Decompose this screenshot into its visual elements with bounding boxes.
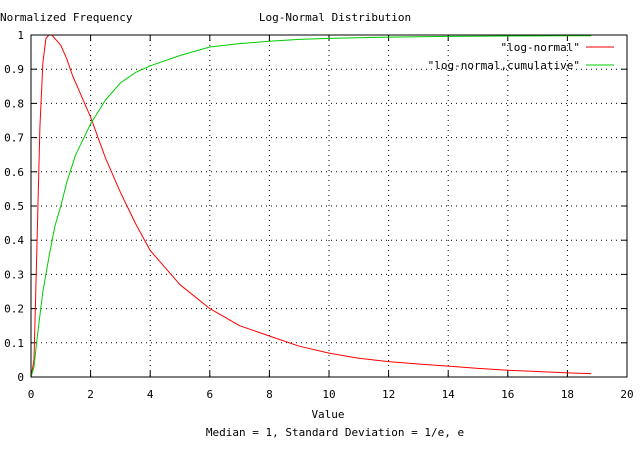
chart-subtitle: Median = 1, Standard Deviation = 1/e, e xyxy=(206,426,464,439)
x-tick-label: 12 xyxy=(382,388,395,401)
log-normal-cumulative-line xyxy=(30,35,592,378)
y-tick-label: 0.9 xyxy=(4,63,24,76)
x-tick-label: 18 xyxy=(561,388,574,401)
x-tick-label: 8 xyxy=(266,388,273,401)
y-tick-label: 0.2 xyxy=(4,303,24,316)
y-tick-label: 1 xyxy=(17,29,24,42)
y-tick-label: 0.4 xyxy=(4,234,24,247)
y-tick-label: 0 xyxy=(17,371,24,384)
y-tick-label: 0.5 xyxy=(4,200,24,213)
axis-ticks: 0 2 4 6 8 10 12 14 16 18 20 0 0.1 0.2 0.3 0.4 0.5 0.6 0.7 0… xyxy=(4,29,634,401)
y-tick-label: 0.6 xyxy=(4,166,24,179)
data-series xyxy=(30,34,592,378)
x-tick-label: 14 xyxy=(442,388,456,401)
grid-lines xyxy=(31,35,627,377)
x-tick-label: 2 xyxy=(87,388,94,401)
y-axis-label: Normalized Frequency xyxy=(0,11,133,24)
y-tick-label: 0.8 xyxy=(4,97,24,110)
x-tick-label: 10 xyxy=(322,388,335,401)
chart-title: Log-Normal Distribution xyxy=(259,11,411,24)
legend-label-log-normal-cumulative: "log-normal,cumulative" xyxy=(428,59,580,72)
x-axis-label: Value xyxy=(311,408,344,421)
x-tick-label: 20 xyxy=(620,388,633,401)
x-tick-label: 16 xyxy=(501,388,514,401)
x-tick-label: 0 xyxy=(28,388,35,401)
y-tick-label: 0.3 xyxy=(4,268,24,281)
x-tick-label: 4 xyxy=(147,388,154,401)
log-normal-line xyxy=(30,34,592,378)
y-tick-label: 0.7 xyxy=(4,132,24,145)
x-tick-label: 6 xyxy=(206,388,213,401)
legend: "log-normal" "log-normal,cumulative" xyxy=(428,41,614,72)
y-tick-label: 0.1 xyxy=(4,337,24,350)
plot-frame xyxy=(30,34,628,378)
legend-label-log-normal: "log-normal" xyxy=(501,41,580,54)
